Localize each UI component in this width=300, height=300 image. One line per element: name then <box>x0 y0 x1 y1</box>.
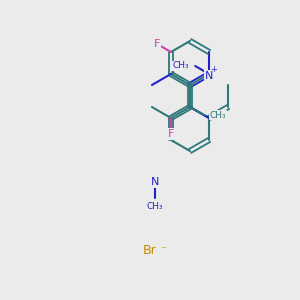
Text: N: N <box>151 177 159 187</box>
Text: +: + <box>211 64 218 74</box>
Text: CH₃: CH₃ <box>172 61 189 70</box>
Text: F: F <box>168 129 174 139</box>
Text: F: F <box>154 39 160 49</box>
Text: CH₃: CH₃ <box>147 202 163 211</box>
Text: ⁻: ⁻ <box>160 245 166 255</box>
Text: N: N <box>205 71 213 81</box>
Text: CH₃: CH₃ <box>210 110 226 119</box>
Text: Br: Br <box>143 244 157 256</box>
